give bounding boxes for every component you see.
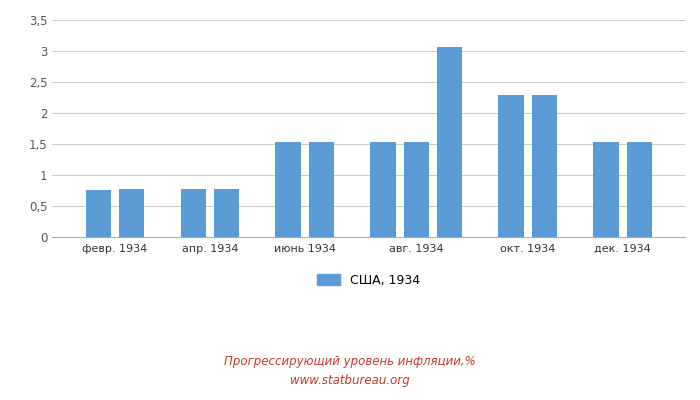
Legend: США, 1934: США, 1934 — [312, 268, 425, 292]
Bar — [85, 190, 111, 237]
Bar — [437, 47, 462, 237]
Bar — [309, 142, 334, 237]
Text: Прогрессирующий уровень инфляции,%: Прогрессирующий уровень инфляции,% — [224, 356, 476, 368]
Bar — [370, 142, 395, 237]
Bar — [181, 189, 206, 237]
Bar — [532, 95, 557, 237]
Bar — [276, 142, 301, 237]
Bar — [594, 142, 619, 237]
Bar — [498, 95, 524, 237]
Bar — [404, 142, 429, 237]
Bar — [119, 189, 144, 237]
Text: www.statbureau.org: www.statbureau.org — [290, 374, 410, 387]
Bar — [214, 189, 239, 237]
Bar — [626, 142, 652, 237]
